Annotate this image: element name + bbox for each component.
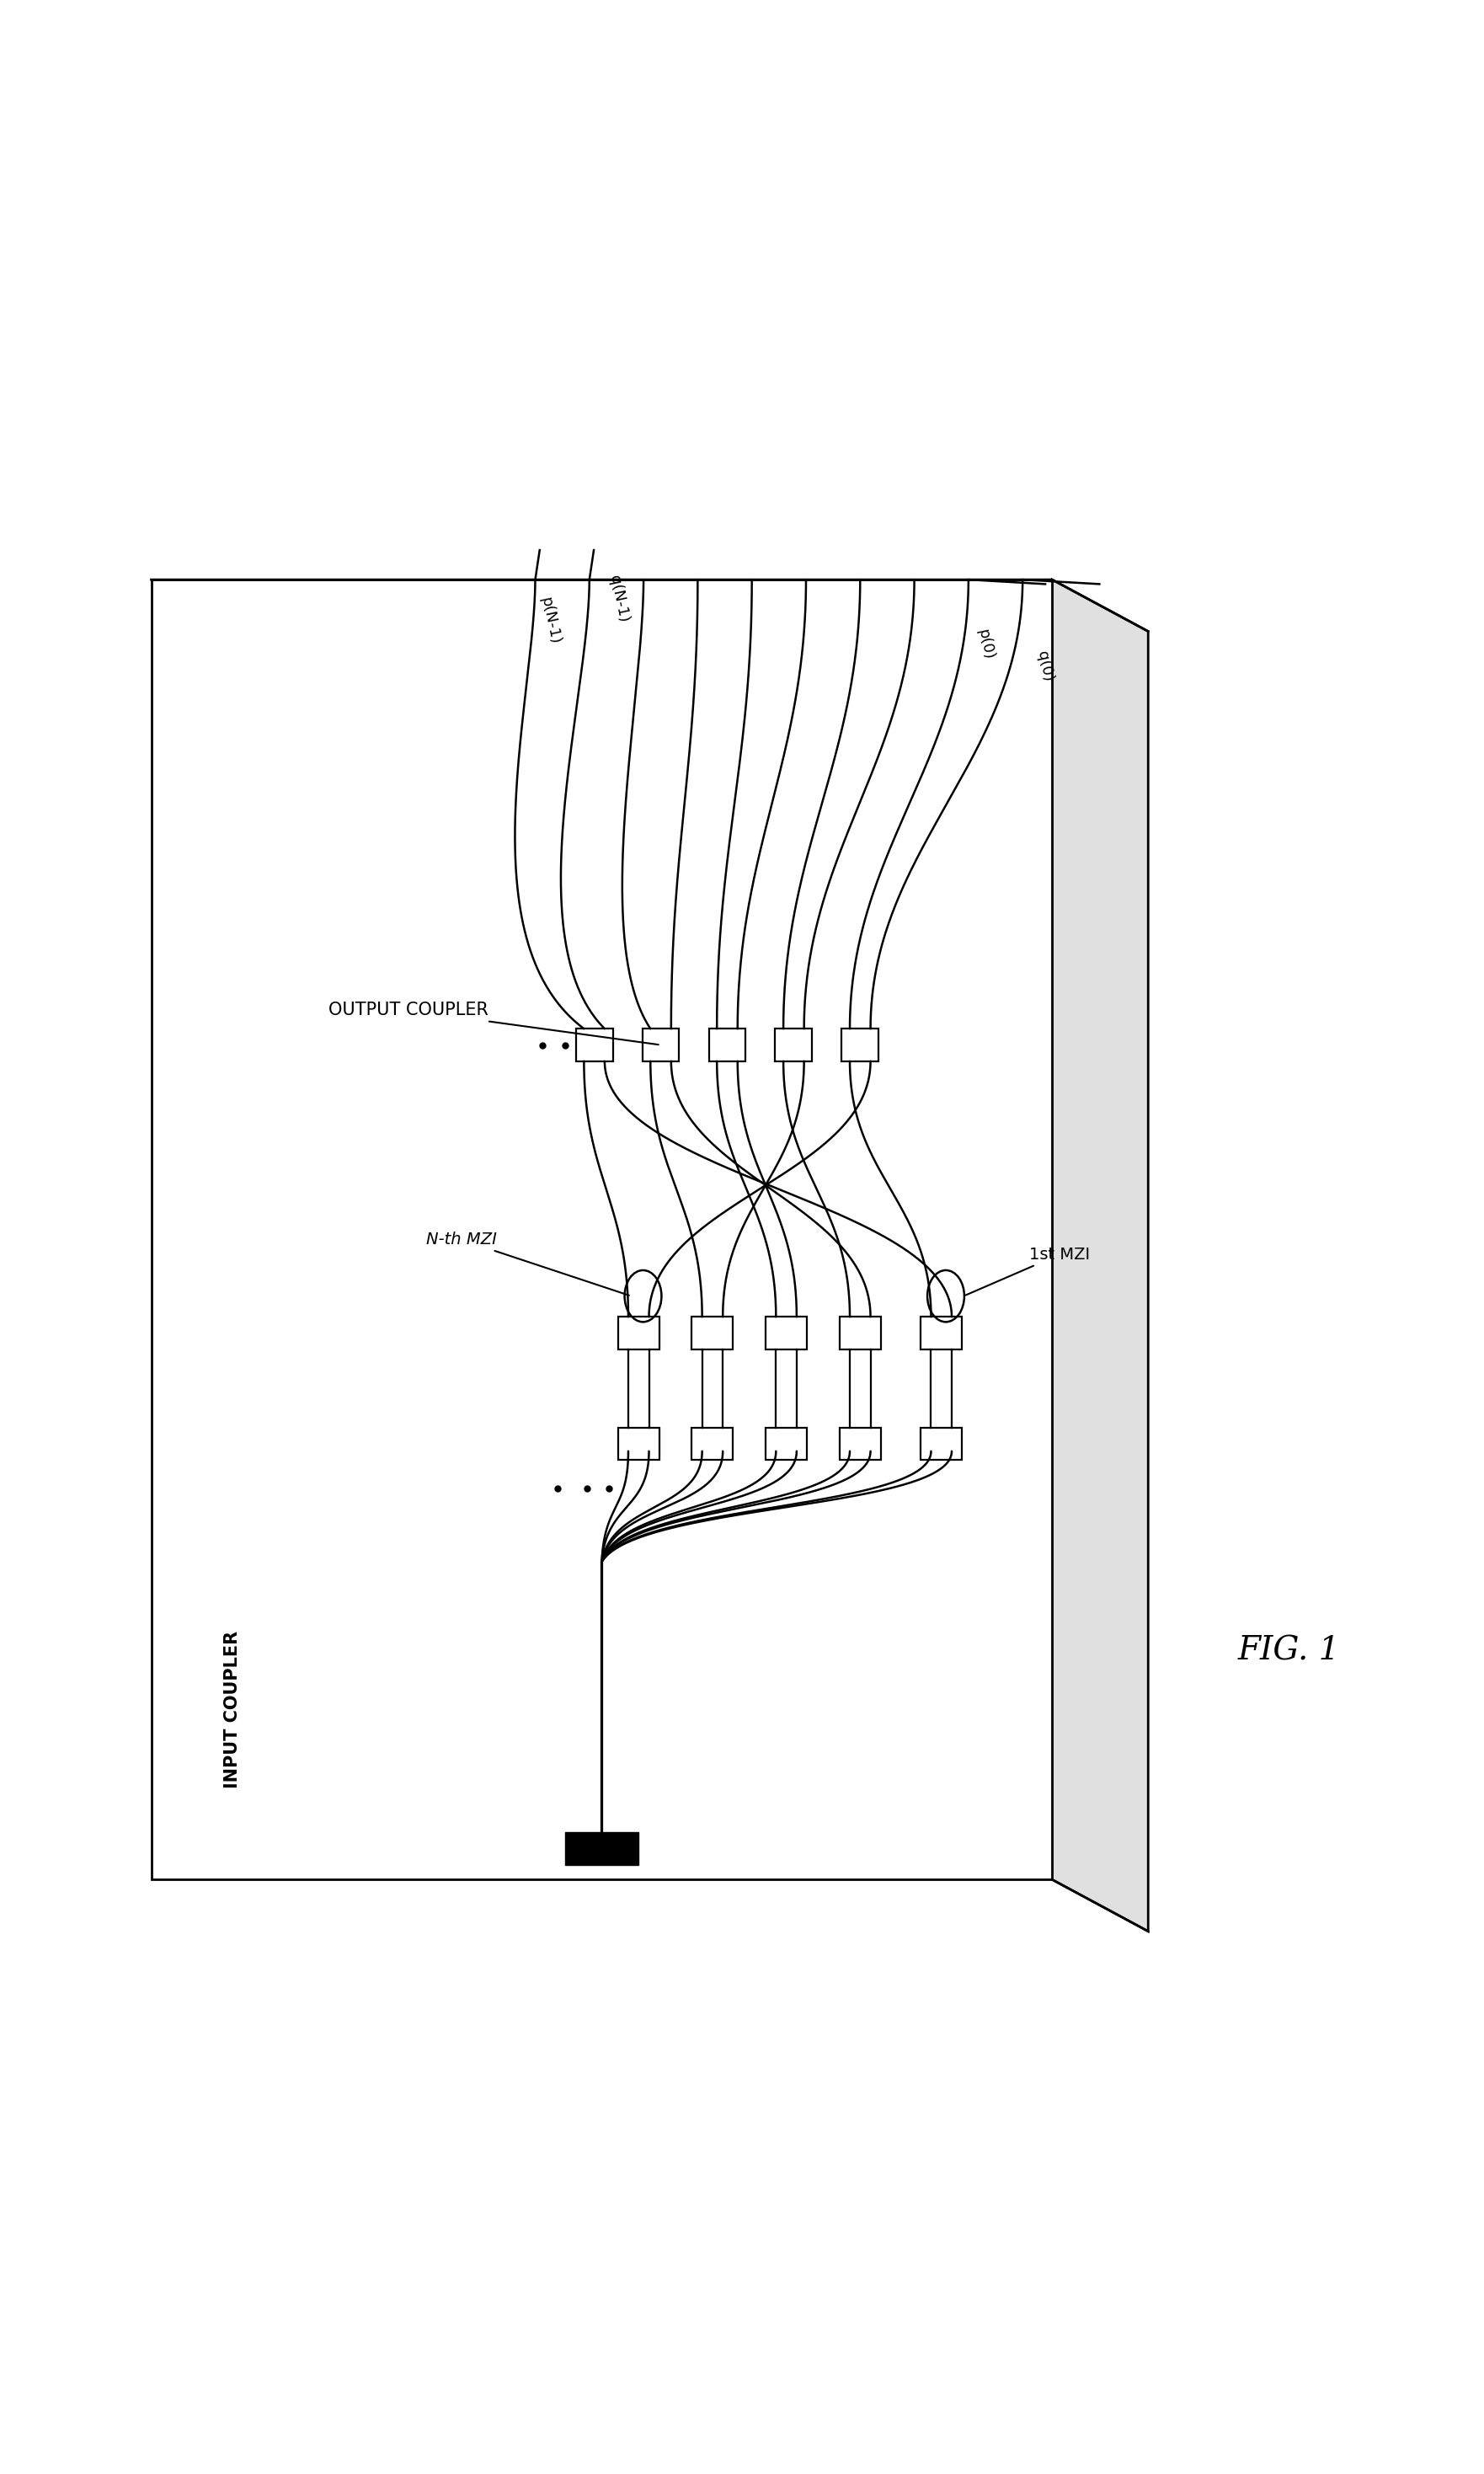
Bar (775, 1029, 812, 1061)
Text: 1st MZI: 1st MZI (966, 1247, 1089, 1296)
Bar (920, 1316, 962, 1348)
Bar (565, 1833, 638, 1865)
Bar (841, 1029, 879, 1061)
Bar (766, 1427, 807, 1460)
Bar (920, 1427, 962, 1460)
Bar (692, 1316, 733, 1348)
Text: q(N-1): q(N-1) (607, 574, 631, 623)
Bar (643, 1029, 680, 1061)
Text: q(0): q(0) (1034, 651, 1055, 683)
Text: N-th MZI: N-th MZI (426, 1232, 629, 1296)
Text: OUTPUT COUPLER: OUTPUT COUPLER (328, 1002, 659, 1044)
Polygon shape (151, 579, 1052, 1880)
Bar (692, 1427, 733, 1460)
Text: FIG. 1: FIG. 1 (1238, 1635, 1340, 1665)
Bar (576, 1029, 613, 1061)
Text: INPUT COUPLER: INPUT COUPLER (224, 1630, 240, 1789)
Polygon shape (1052, 579, 1149, 1932)
Bar (766, 1316, 807, 1348)
Text: p(0): p(0) (975, 628, 996, 661)
Bar (709, 1029, 745, 1061)
Bar (617, 1427, 659, 1460)
Text: p(N-1): p(N-1) (537, 596, 562, 646)
Bar (840, 1316, 881, 1348)
Bar (617, 1316, 659, 1348)
Bar (840, 1427, 881, 1460)
